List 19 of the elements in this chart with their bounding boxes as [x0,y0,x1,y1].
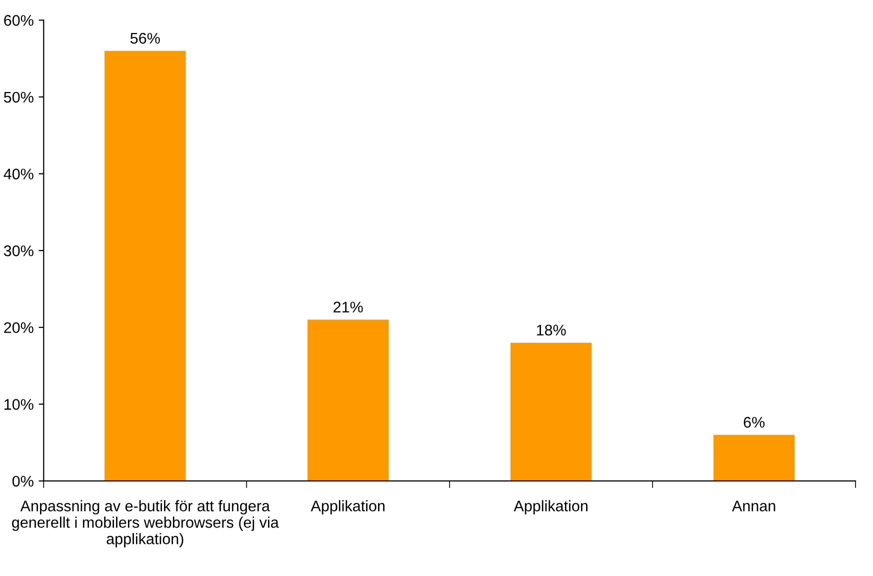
y-tick-label: 0% [12,476,34,487]
bar [104,50,186,481]
y-tick-label: 50% [4,92,34,103]
y-tick-label: 40% [4,168,34,180]
y-tick-label: 60% [4,15,34,26]
y-tick-label: 10% [4,399,34,410]
bar [510,342,592,481]
x-tick-label: Applikation [310,500,384,514]
data-label: 21% [334,302,363,312]
x-tick-label: Annan [732,500,776,512]
x-tick-label: Anpassning av e-butik för att fungera generellt i mobilers webbrowsers (ej via applikation) [12,500,279,548]
x-tick-label: Applikation [514,500,588,514]
y-tick-label: 30% [4,245,34,256]
data-label: 56% [130,32,160,44]
data-label: 18% [536,324,566,336]
data-label: 6% [744,416,765,428]
y-tick-label: 20% [4,322,34,334]
bar [713,434,795,481]
bar [308,320,389,481]
